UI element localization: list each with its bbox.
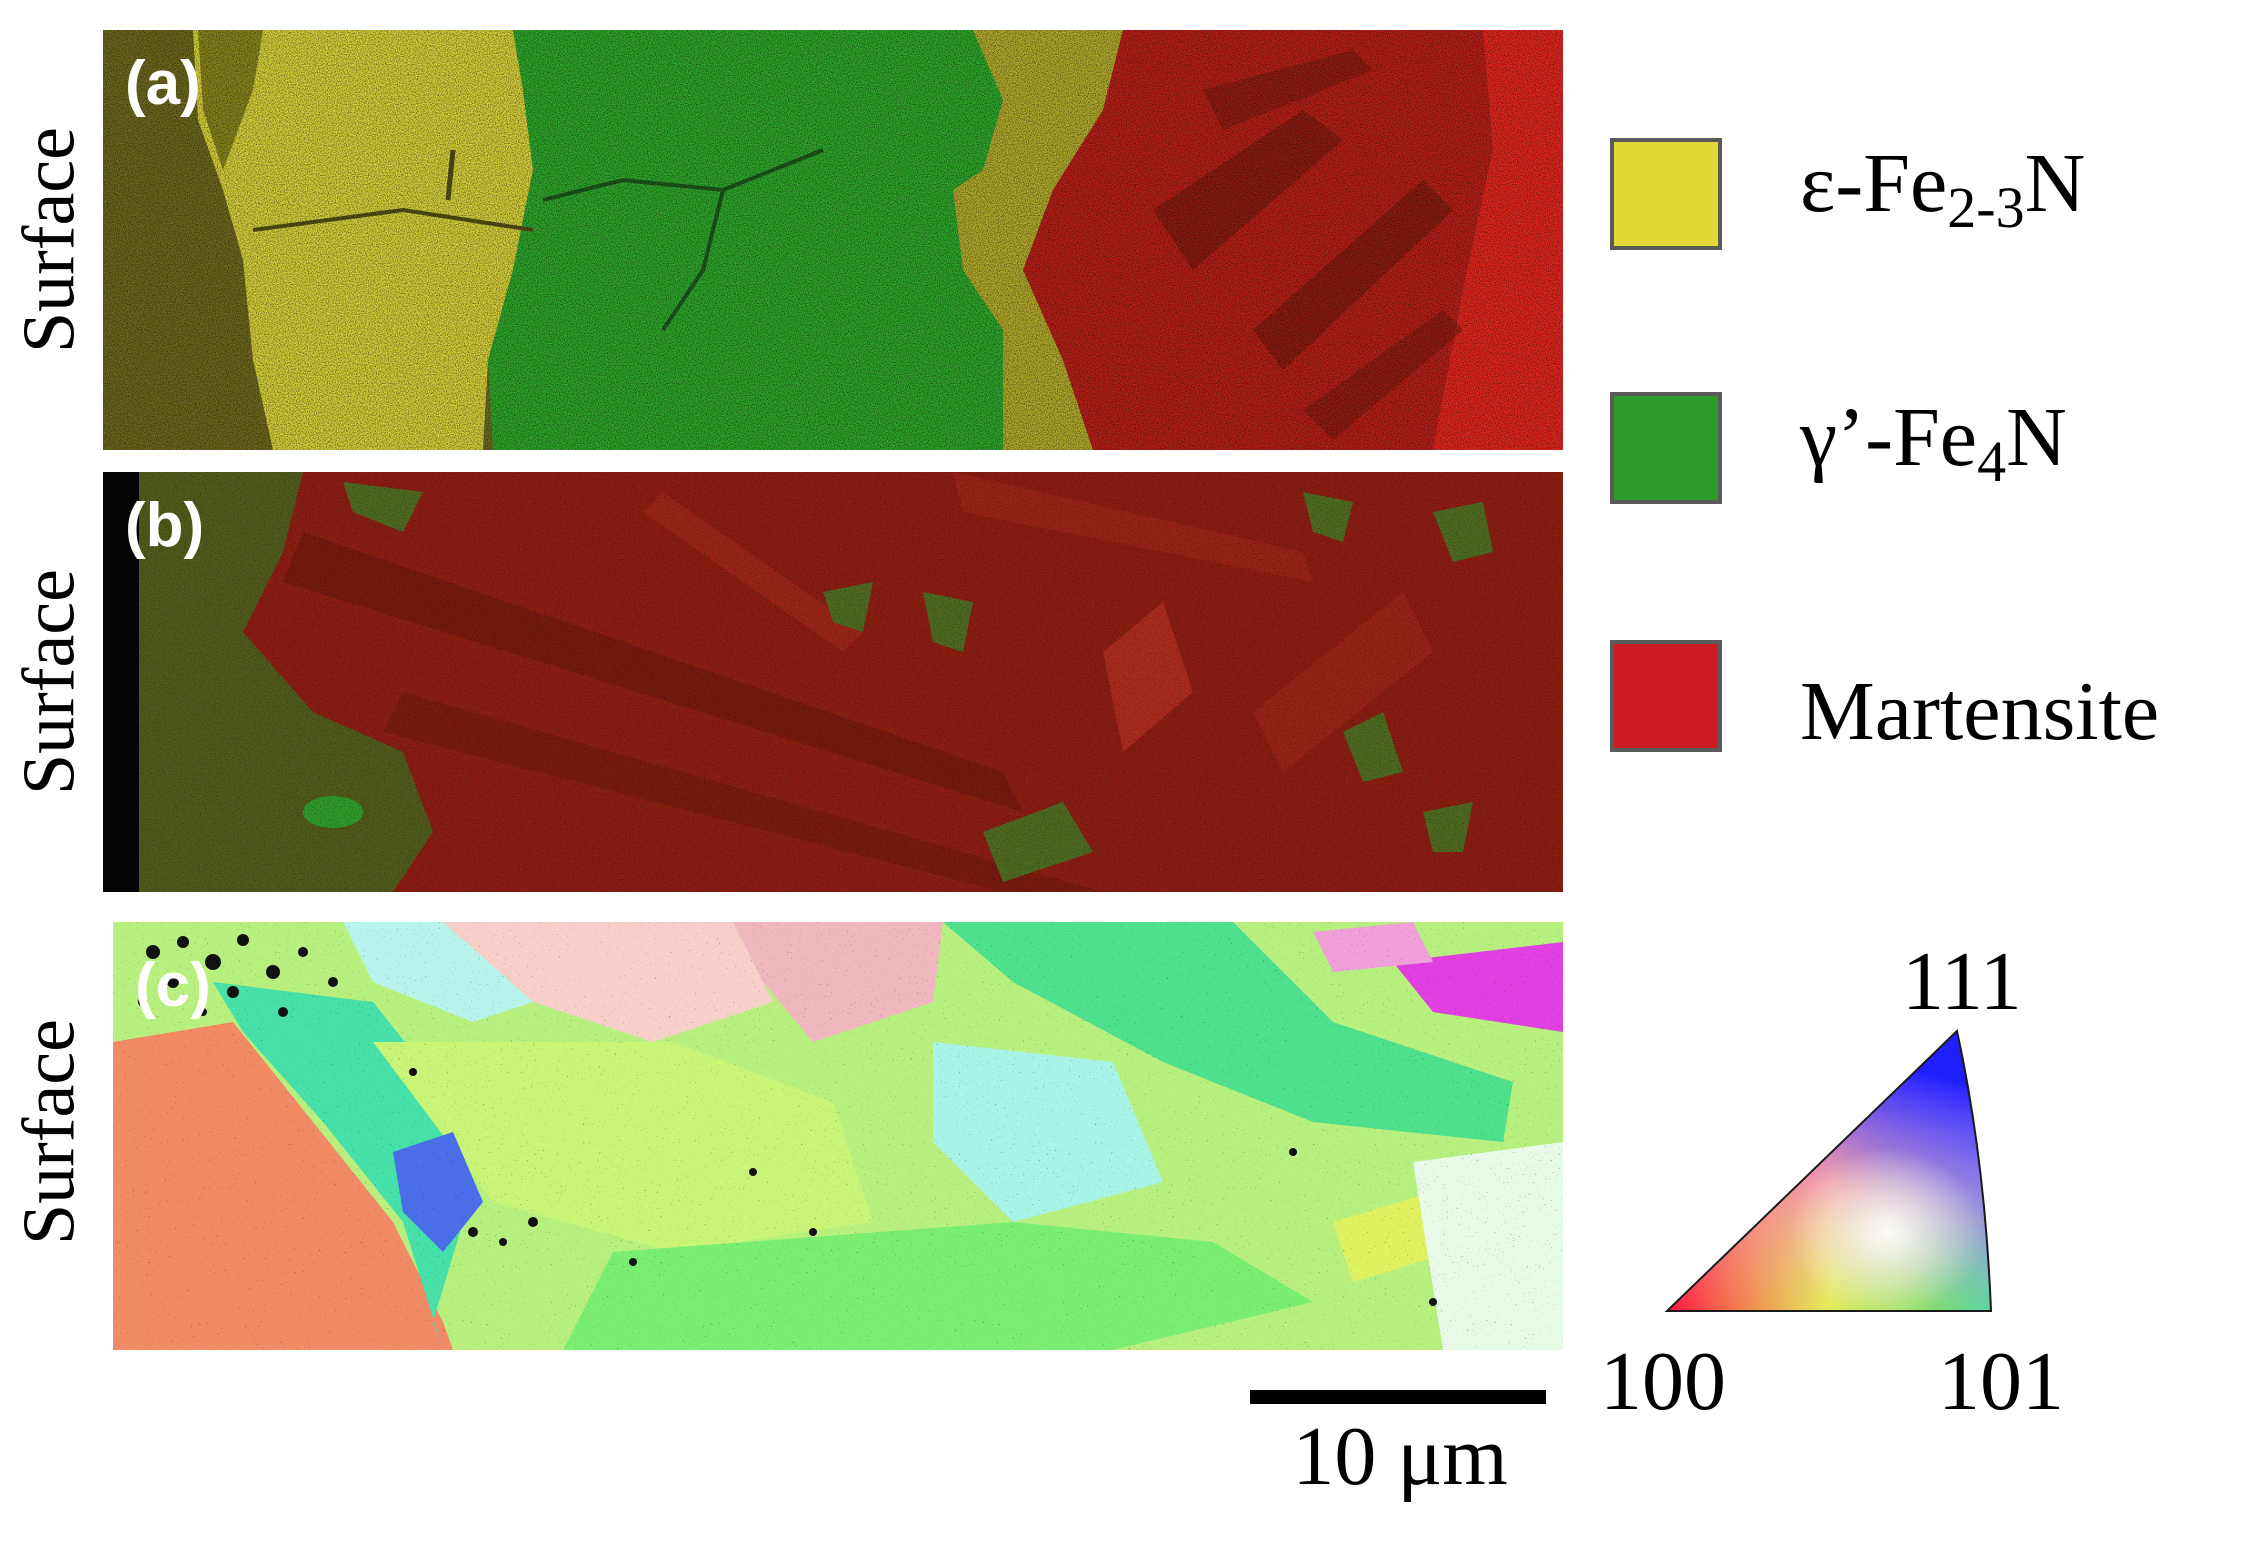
- surface-label-text: Surface: [8, 1019, 91, 1245]
- ipf-label-111: 111: [1902, 935, 2022, 1028]
- legend-swatch-martensite: [1610, 640, 1722, 752]
- legend-item-martensite: Martensite: [1610, 640, 2250, 760]
- legend-item-epsilon: ε-Fe2-3N: [1610, 138, 2250, 258]
- legend-swatch-gamma: [1610, 392, 1722, 504]
- legend-label-gamma: γ’-Fe4N: [1800, 391, 2067, 494]
- legend-label-martensite: Martensite: [1800, 665, 2160, 758]
- panel-a: Surface: [0, 30, 1570, 450]
- ipf-color-key: 111 100 101: [1600, 940, 2250, 1440]
- phase-map-b: (b): [103, 472, 1563, 892]
- ipf-label-101: 101: [1938, 1335, 2064, 1428]
- panel-a-surface-label: Surface: [0, 30, 100, 450]
- panel-tag-b: (b): [125, 491, 205, 560]
- panel-tag-c: (c): [135, 951, 211, 1020]
- panel-b: Surface: [0, 472, 1570, 892]
- legend-label-epsilon: ε-Fe2-3N: [1800, 137, 2086, 240]
- panel-b-surface-label: Surface: [0, 472, 100, 892]
- panel-c: Surface: [0, 922, 1570, 1350]
- ipf-map-c: (c): [113, 922, 1563, 1350]
- scale-bar-label: 10 μm: [1292, 1410, 1508, 1503]
- panel-tag-a: (a): [125, 49, 201, 118]
- legend-swatch-epsilon: [1610, 138, 1722, 250]
- scale-bar: [1250, 1390, 1546, 1404]
- ipf-triangle: [1664, 1029, 1993, 1312]
- phase-map-a: (a): [103, 30, 1563, 450]
- surface-label-text: Surface: [8, 569, 91, 795]
- panel-c-surface-label: Surface: [0, 922, 100, 1342]
- ipf-label-100: 100: [1600, 1335, 1726, 1428]
- surface-label-text: Surface: [8, 127, 91, 353]
- legend-item-gamma: γ’-Fe4N: [1610, 392, 2250, 512]
